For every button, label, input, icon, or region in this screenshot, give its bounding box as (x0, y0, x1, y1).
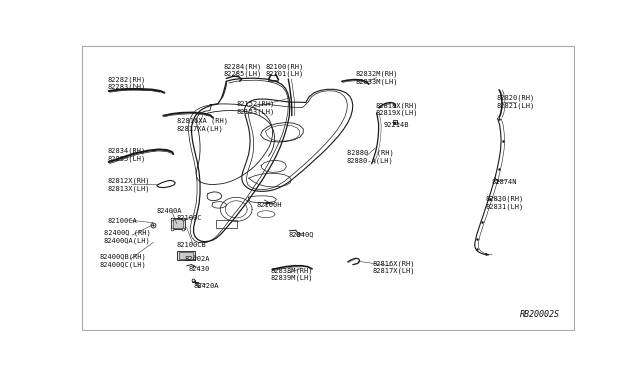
Text: 82420A: 82420A (193, 283, 219, 289)
Text: 82100C: 82100C (177, 215, 202, 221)
Text: 82400QB(RH)
82400QC(LH): 82400QB(RH) 82400QC(LH) (100, 254, 147, 268)
Text: 82152(RH)
82153(LH): 82152(RH) 82153(LH) (236, 101, 275, 115)
Text: 82832M(RH)
82833M(LH): 82832M(RH) 82833M(LH) (355, 71, 398, 84)
Text: 82880  (RH)
82880-A(LH): 82880 (RH) 82880-A(LH) (347, 150, 394, 164)
Bar (177, 251, 195, 260)
Text: 82818X(RH)
82819X(LH): 82818X(RH) 82819X(LH) (375, 102, 418, 116)
Text: 82100H: 82100H (256, 202, 282, 208)
Text: 82100CB: 82100CB (177, 242, 207, 248)
Text: 82830(RH)
82831(LH): 82830(RH) 82831(LH) (486, 196, 524, 210)
Bar (171, 218, 185, 230)
Text: 82874N: 82874N (492, 179, 517, 185)
Bar (216, 220, 237, 228)
Text: 82834(RH)
82835(LH): 82834(RH) 82835(LH) (108, 148, 145, 162)
Text: 92214B: 92214B (383, 122, 409, 128)
Bar (179, 252, 193, 259)
Text: 82820(RH)
82821(LH): 82820(RH) 82821(LH) (497, 95, 535, 109)
Text: 82430: 82430 (188, 266, 209, 272)
Text: 82816X(RH)
82817X(LH): 82816X(RH) 82817X(LH) (372, 260, 415, 275)
Text: 82812X(RH)
82813X(LH): 82812X(RH) 82813X(LH) (108, 178, 150, 192)
Bar (173, 219, 182, 228)
Text: 82838M(RH)
82839M(LH): 82838M(RH) 82839M(LH) (271, 267, 314, 281)
Text: 82400A: 82400A (157, 208, 182, 214)
Text: 82100CA: 82100CA (108, 218, 137, 224)
Text: 82284(RH)
82285(LH): 82284(RH) 82285(LH) (224, 63, 262, 77)
Text: 82402A: 82402A (184, 256, 210, 263)
Text: RB20002S: RB20002S (520, 310, 560, 319)
Text: 82400Q (RH)
82400QA(LH): 82400Q (RH) 82400QA(LH) (104, 230, 150, 244)
Text: 82100(RH)
82101(LH): 82100(RH) 82101(LH) (266, 63, 304, 77)
Text: 82840Q: 82840Q (288, 231, 314, 237)
Text: 82816XA (RH)
82817XA(LH): 82816XA (RH) 82817XA(LH) (177, 118, 228, 132)
Text: 82282(RH)
82283(LH): 82282(RH) 82283(LH) (108, 76, 145, 90)
